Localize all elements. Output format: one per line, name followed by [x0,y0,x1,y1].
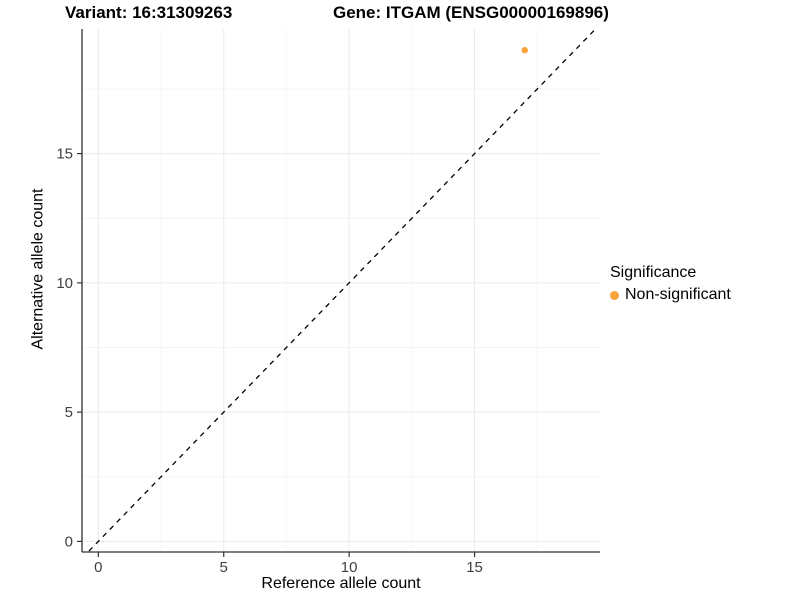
x-tick-label: 0 [94,559,102,576]
y-tick-label: 10 [56,275,73,292]
x-tick-label: 5 [220,559,228,576]
x-tick-label: 15 [466,559,483,576]
x-axis-title: Reference allele count [261,575,421,592]
minor-gridlines [82,29,600,552]
data-points [521,46,528,54]
legend-entry-label: Non-significant [625,286,731,303]
data-point [521,46,528,54]
tick-marks [77,153,476,557]
legend: Significance Non-significant [610,264,731,304]
gene-title: Gene: ITGAM (ENSG00000169896) [333,3,609,22]
y-tick-label: 15 [56,146,73,163]
major-gridlines [82,29,600,552]
legend-point-icon [610,290,619,300]
y-tick-label: 5 [65,404,73,421]
tick-labels: 0 5 10 15 0 5 10 15 [56,146,483,576]
identity-line [87,29,597,552]
legend-entry: Non-significant [610,286,731,304]
y-axis-title: Alternative allele count [29,188,47,350]
y-tick-label: 0 [65,533,73,550]
variant-title: Variant: 16:31309263 [65,3,233,22]
legend-title: Significance [610,264,697,281]
legend-entries: Non-significant [610,286,731,304]
x-tick-label: 10 [341,559,358,576]
